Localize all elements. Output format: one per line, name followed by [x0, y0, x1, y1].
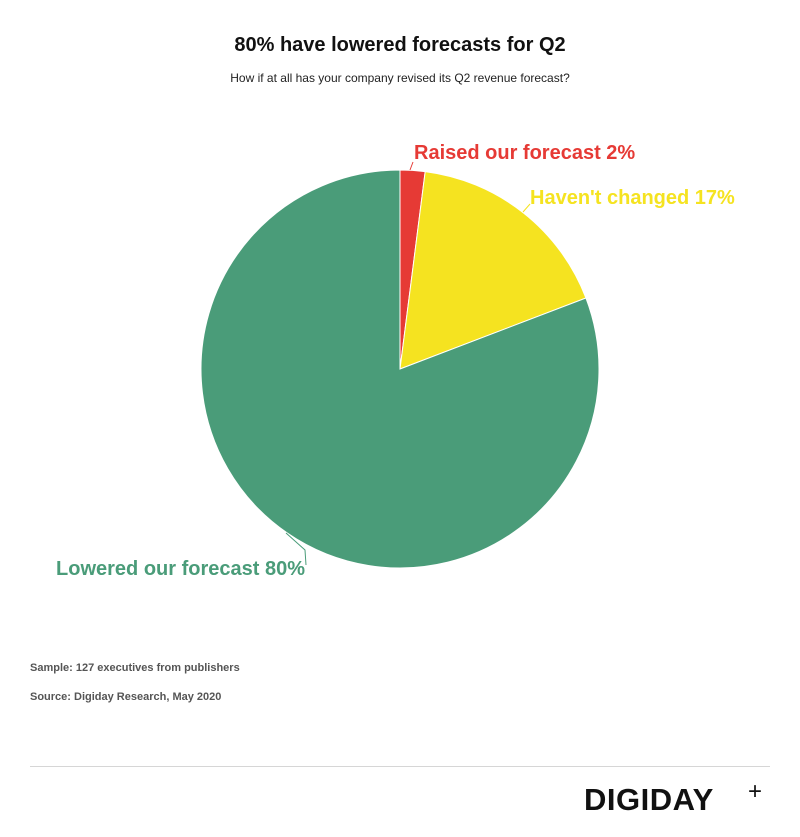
sample-note: Sample: 127 executives from publishers [30, 662, 240, 674]
leader-line-raised [409, 161, 414, 171]
footer-divider [30, 766, 770, 767]
slice-label-lowered: Lowered our forecast 80% [56, 558, 305, 580]
plus-icon: + [748, 778, 763, 805]
chart-subtitle: How if at all has your company revised i… [230, 71, 570, 85]
pie-slice-unchanged [399, 171, 587, 370]
leader-line-lowered [285, 532, 307, 566]
leader-line-unchanged [522, 203, 531, 213]
source-note: Source: Digiday Research, May 2020 [30, 691, 222, 703]
slice-label-raised: Raised our forecast 2% [414, 142, 635, 164]
chart-title: 80% have lowered forecasts for Q2 [234, 34, 566, 56]
pie-chart: Raised our forecast 2% Haven't changed 17… [56, 142, 735, 580]
pie-slice-lowered [200, 169, 600, 569]
slice-label-unchanged: Haven't changed 17% [530, 187, 735, 209]
digiday-logo[interactable]: DIGIDAY [584, 782, 714, 817]
